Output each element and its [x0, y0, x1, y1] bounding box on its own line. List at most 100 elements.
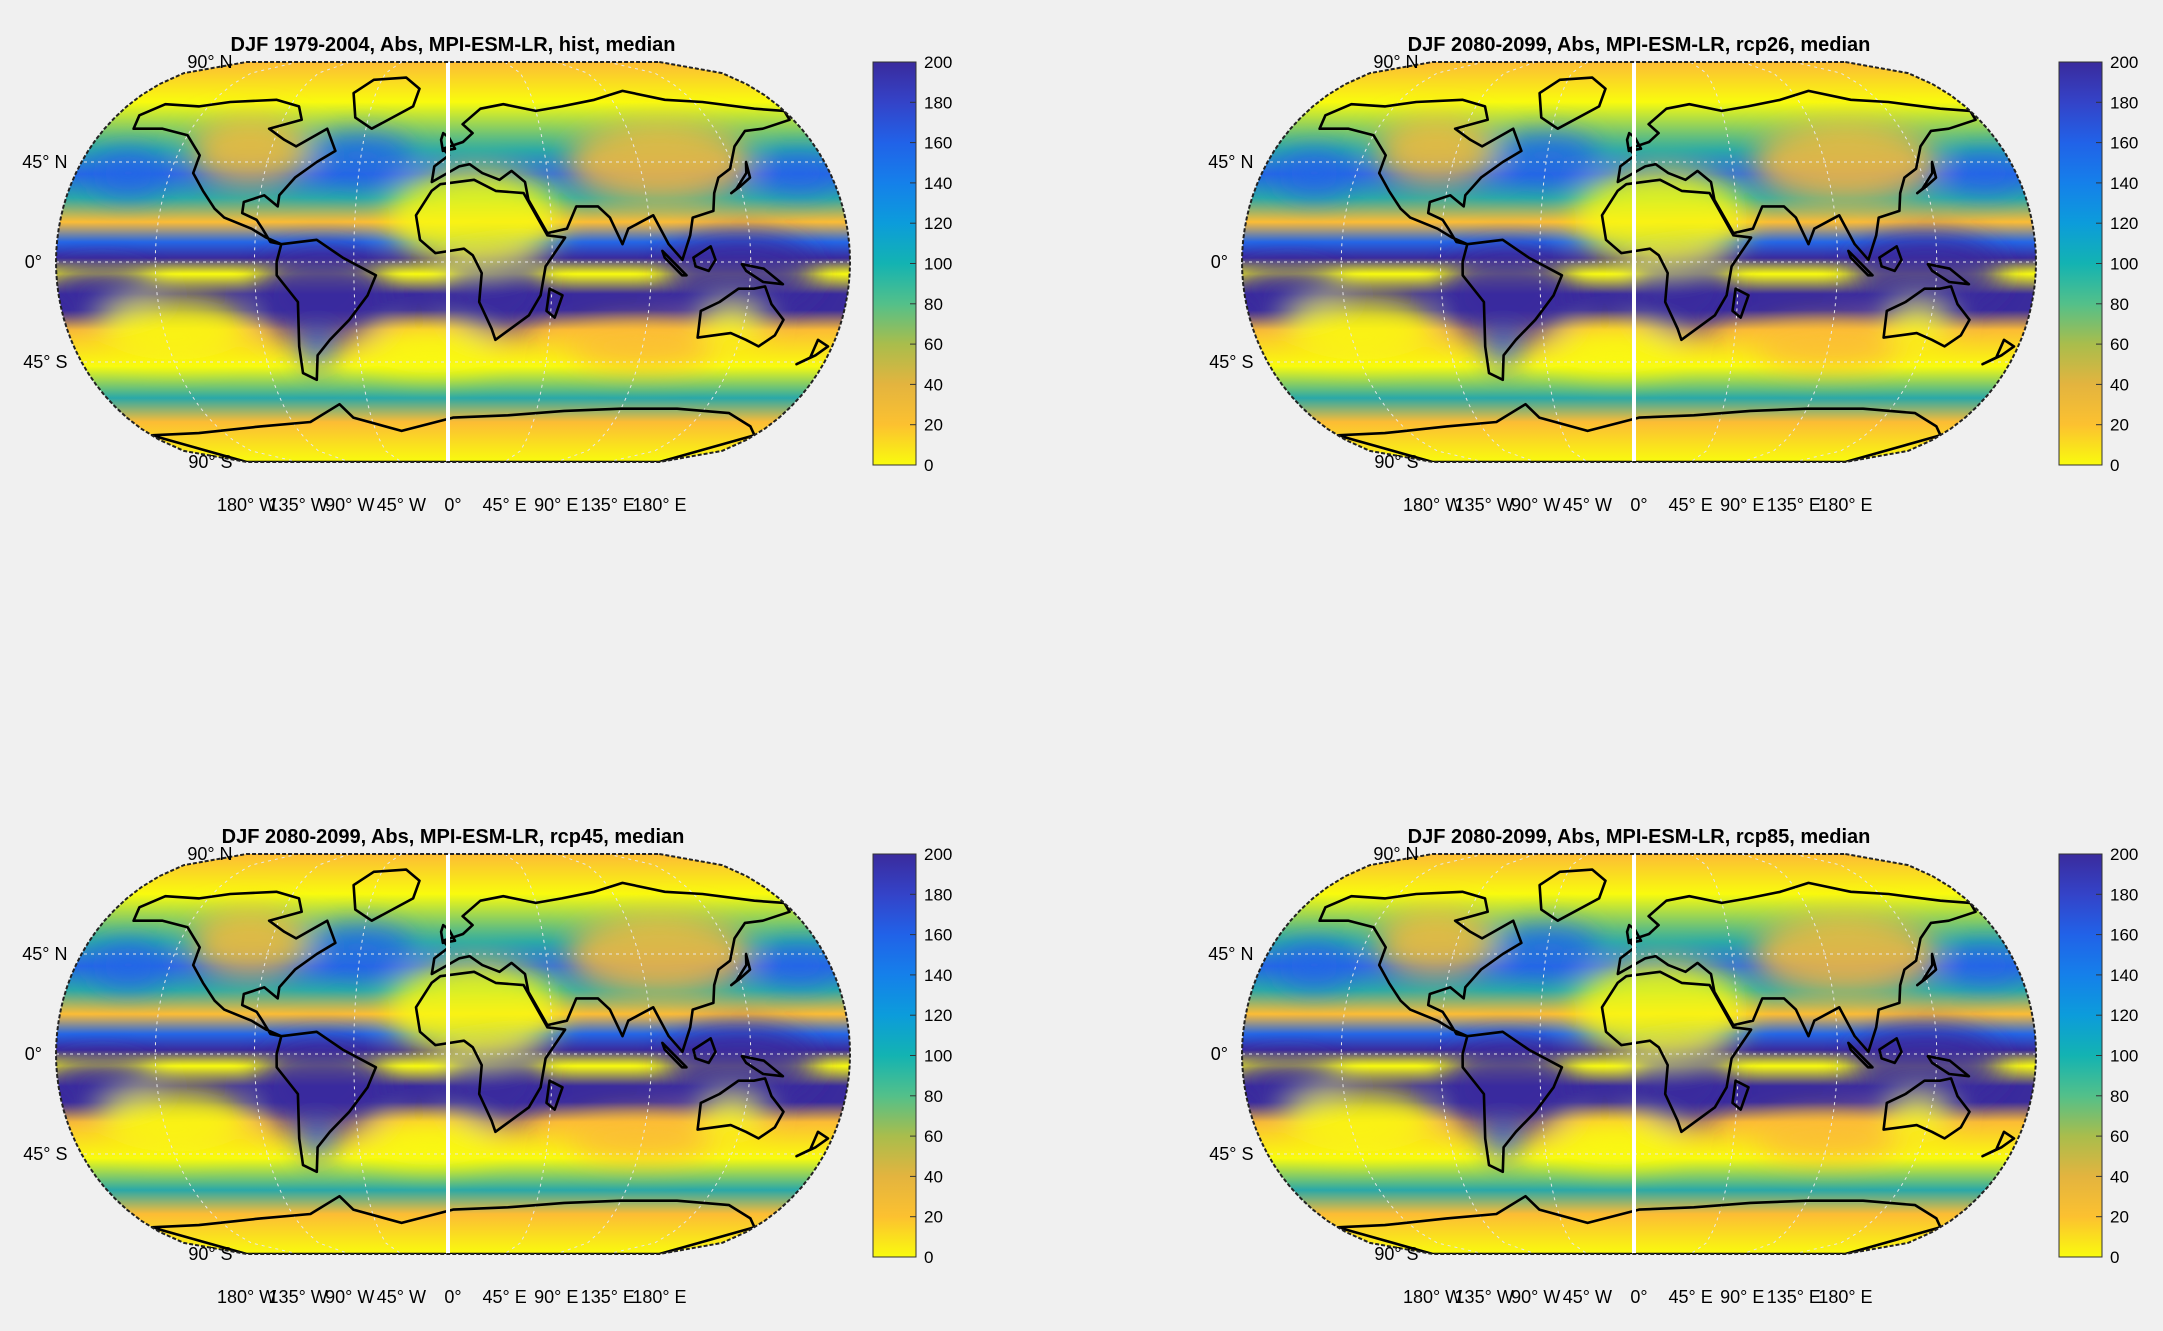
meridian-line	[1439, 62, 1536, 462]
meridian-line	[556, 62, 653, 462]
colorbar	[872, 853, 917, 1258]
coastline-south-america	[275, 238, 378, 382]
lon-tick-label: 135° W	[269, 495, 328, 515]
coastline-new-zealand	[795, 1130, 830, 1158]
precip-blob	[1375, 909, 1498, 977]
colorbar-tick-label: 80	[924, 295, 943, 314]
precip-anomaly-blobs	[1242, 117, 2023, 374]
map-panel: DJF 1979-2004, Abs, MPI-ESM-LR, hist, me…	[0, 0, 1000, 520]
map-panel: DJF 2080-2099, Abs, MPI-ESM-LR, rcp45, m…	[0, 792, 1000, 1312]
coastline-new-zealand	[1981, 1130, 2016, 1158]
precip-blob	[99, 297, 250, 360]
coastline-greenland	[1538, 868, 1607, 922]
coastline-madagascar	[1731, 1079, 1750, 1111]
lon-tick-label: 45° W	[377, 495, 426, 515]
map-panel-svg: DJF 1979-2004, Abs, MPI-ESM-LR, hist, me…	[22, 34, 952, 515]
lat-tick-label: 90° S	[188, 452, 232, 472]
coastline-japan	[1916, 160, 1938, 195]
lat-tick-label: 0°	[25, 252, 42, 272]
coastline-africa	[414, 970, 567, 1134]
colorbar-tick-label: 140	[2110, 174, 2138, 193]
lon-tick-label: 135° E	[1767, 1287, 1821, 1307]
map-frame	[1240, 853, 2038, 1255]
lon-tick-label: 135° E	[581, 495, 635, 515]
precip-blob	[1242, 266, 1343, 311]
coastline-madagascar	[545, 1079, 564, 1111]
coastline-new-guinea	[1926, 1054, 1971, 1078]
coastline-africa	[1600, 970, 1753, 1134]
precip-blob	[1634, 1036, 1732, 1126]
coastline-indonesia-borneo	[692, 1037, 717, 1065]
coastline-australia	[1882, 1077, 1971, 1140]
precip-blob	[1441, 246, 1574, 345]
precip-blob	[1573, 168, 1748, 267]
precip-blob	[1486, 333, 1520, 369]
coastline-madagascar	[545, 287, 564, 319]
colorbar	[872, 61, 917, 466]
colorbar-tick-label: 100	[924, 255, 952, 274]
colorbar-tick-label: 180	[2110, 885, 2138, 904]
coastline-antarctica	[1336, 1194, 1942, 1254]
precip-blob	[189, 117, 312, 185]
lon-tick-label: 135° E	[581, 1287, 635, 1307]
panel-title: DJF 2080-2099, Abs, MPI-ESM-LR, rcp85, m…	[1408, 826, 1871, 848]
lat-tick-label: 90° S	[188, 1244, 232, 1264]
colorbar-tick-label: 80	[924, 1087, 943, 1106]
lat-tick-label: 45° N	[22, 152, 67, 172]
precip-blob	[1285, 297, 1436, 360]
lat-tick-label: 45° N	[1208, 152, 1253, 172]
map-field	[56, 854, 850, 1254]
meridian-line	[504, 854, 553, 1254]
lat-tick-label: 45° S	[1209, 352, 1253, 372]
lon-tick-label: 180° E	[1818, 1287, 1872, 1307]
precip-blob	[1276, 150, 1352, 196]
precip-blob	[1555, 1120, 1681, 1166]
colorbar-tick-label: 40	[2110, 375, 2129, 394]
meridian-line	[1742, 62, 1839, 462]
precip-blob	[761, 155, 837, 191]
lat-tick-label: 90° S	[1374, 1244, 1418, 1264]
colorbar-tick-label: 100	[924, 1047, 952, 1066]
lat-tick-label: 0°	[1211, 252, 1228, 272]
map-frame	[54, 853, 852, 1255]
precip-blob	[448, 244, 546, 334]
colorbar-tick-label: 40	[924, 375, 943, 394]
colorbar-tick-label: 40	[924, 1167, 943, 1186]
map-frame	[1240, 61, 2038, 463]
meridian-line	[504, 62, 553, 462]
precip-blob	[1441, 1038, 1574, 1137]
precip-blob	[90, 942, 166, 988]
coastline-japan	[730, 160, 752, 195]
coastline-new-zealand	[1981, 338, 2016, 366]
lon-tick-label: 180° W	[217, 495, 276, 515]
colorbar-tick-label: 180	[2110, 93, 2138, 112]
lon-tick-label: 45° W	[377, 1287, 426, 1307]
colorbar-tick-label: 20	[924, 416, 943, 435]
meridian-line	[1690, 62, 1739, 462]
precip-blob	[1634, 244, 1732, 334]
colorbar	[2058, 853, 2103, 1258]
map-frame	[54, 61, 852, 463]
precip-blob	[56, 266, 157, 311]
map-panel: DJF 2080-2099, Abs, MPI-ESM-LR, rcp26, m…	[1186, 0, 2163, 520]
lon-tick-label: 0°	[1630, 495, 1647, 515]
coastline-indonesia-borneo	[692, 245, 717, 273]
lon-tick-label: 180° W	[1403, 1287, 1462, 1307]
coastline-north-america	[1318, 98, 1523, 246]
map-panel-svg: DJF 2080-2099, Abs, MPI-ESM-LR, rcp45, m…	[22, 826, 952, 1307]
coastline-greenland	[352, 76, 421, 130]
meridian-line	[1539, 854, 1588, 1254]
panel-title: DJF 2080-2099, Abs, MPI-ESM-LR, rcp45, m…	[222, 826, 685, 848]
colorbar-tick-label: 100	[2110, 1047, 2138, 1066]
precip-blob	[448, 1036, 546, 1126]
graticule	[56, 854, 850, 1254]
coastline-australia	[1882, 285, 1971, 348]
lon-tick-label: 180° W	[1403, 495, 1462, 515]
lon-tick-label: 45° E	[1668, 495, 1712, 515]
coastline-madagascar	[1731, 287, 1750, 319]
colorbar-tick-label: 60	[924, 1127, 943, 1146]
coastlines	[1318, 76, 2016, 462]
precip-blob	[1486, 1125, 1520, 1161]
coastline-new-guinea	[740, 1054, 785, 1078]
meridian-line	[1439, 854, 1536, 1254]
